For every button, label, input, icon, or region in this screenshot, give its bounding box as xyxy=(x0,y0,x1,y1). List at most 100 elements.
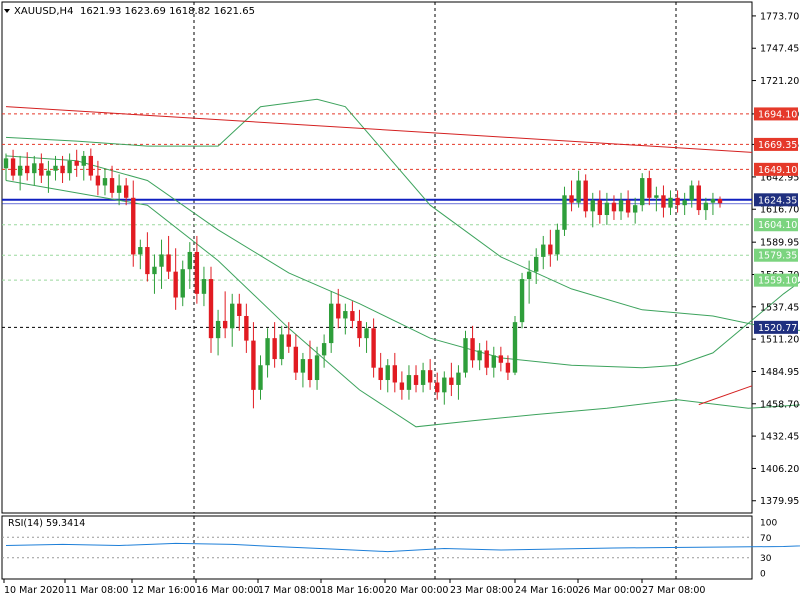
x-axis-tick-label: 12 Mar 16:00 xyxy=(132,585,195,596)
candle-body xyxy=(222,320,228,329)
y-axis-tick-label: 1458.70 xyxy=(760,399,799,410)
candle-body xyxy=(88,155,94,176)
price-pane-frame xyxy=(1,1,753,514)
candle-body xyxy=(413,375,419,385)
candle-body xyxy=(392,365,398,383)
candle-body xyxy=(484,350,489,368)
y-axis-tick-label: 1642.95 xyxy=(760,172,799,183)
rsi-axis-label: 30 xyxy=(760,554,772,564)
candle-body xyxy=(357,320,362,339)
candle-body xyxy=(159,254,164,267)
level-badge xyxy=(754,193,798,207)
level-badge-label: 1694.10 xyxy=(758,109,797,120)
candle-body xyxy=(442,377,447,393)
candle-body xyxy=(307,359,313,381)
rsi-title: RSI(14) 59.3414 xyxy=(8,518,85,529)
candle-body xyxy=(449,377,454,385)
candle-body xyxy=(696,185,701,211)
candle-body xyxy=(53,165,58,171)
y-axis-tick-label: 1589.95 xyxy=(760,238,799,249)
x-axis-tick-label: 27 Mar 08:00 xyxy=(642,585,705,596)
candle-body xyxy=(123,185,129,198)
y-axis-tick-label: 1721.20 xyxy=(760,76,799,87)
candle-body xyxy=(180,269,185,298)
candle-body xyxy=(703,202,709,211)
candle-body xyxy=(194,251,200,294)
level-badge-label: 1649.10 xyxy=(758,165,797,176)
candle-body xyxy=(406,375,412,390)
candle-body xyxy=(265,338,270,366)
candle-body xyxy=(470,338,475,361)
candle-body xyxy=(3,158,9,169)
level-badge xyxy=(754,137,798,151)
candle-body xyxy=(378,367,383,381)
candle-body xyxy=(17,165,23,176)
candle-body xyxy=(463,338,468,373)
candle-body xyxy=(272,338,277,360)
candle-body xyxy=(116,185,122,193)
candle-body xyxy=(293,346,299,373)
candle-body xyxy=(604,202,610,216)
candle-body xyxy=(371,328,376,368)
level-badge-label: 1624.35 xyxy=(758,195,797,206)
candle-body xyxy=(95,175,101,186)
level-badge-label: 1604.10 xyxy=(758,220,797,231)
candle-body xyxy=(477,350,482,361)
candle-body xyxy=(32,163,37,174)
candle-body xyxy=(668,197,673,208)
candle-body xyxy=(519,279,525,323)
y-axis-tick-label: 1484.95 xyxy=(760,367,799,378)
level-badge xyxy=(754,273,798,287)
level-badge xyxy=(754,107,798,121)
candle-body xyxy=(152,266,157,275)
candle-body xyxy=(661,195,666,208)
candle-body xyxy=(435,382,440,393)
candle-body xyxy=(10,158,16,176)
trendline-support xyxy=(698,385,753,406)
candle-body xyxy=(526,271,532,280)
candle-body xyxy=(321,343,327,356)
candle-body xyxy=(505,362,511,373)
y-axis-tick-label: 1406.20 xyxy=(760,464,799,475)
candle-body xyxy=(555,229,560,255)
candle-body xyxy=(541,244,546,257)
candle-body xyxy=(102,178,108,186)
level-badge-label: 1669.35 xyxy=(758,140,797,151)
candle-body xyxy=(590,200,595,212)
rsi-pane-frame xyxy=(1,515,753,580)
y-axis-tick-label: 1537.45 xyxy=(760,302,799,313)
candle-body xyxy=(498,355,504,363)
rsi-axis-label: 100 xyxy=(760,519,777,529)
candle-body xyxy=(427,370,433,383)
y-axis-tick-label: 1511.20 xyxy=(760,335,799,346)
x-axis-tick-label: 16 Mar 00:00 xyxy=(196,585,259,596)
rsi-axis-label: 0 xyxy=(760,570,766,580)
candle-body xyxy=(201,279,207,294)
rsi-line xyxy=(5,542,800,553)
candle-body xyxy=(491,355,496,368)
candle-body xyxy=(60,165,65,174)
candle-body xyxy=(145,247,150,275)
candle-body xyxy=(187,251,192,270)
candle-body xyxy=(138,247,143,255)
candle-body xyxy=(328,303,334,344)
candle-body xyxy=(350,311,355,321)
candle-body xyxy=(583,180,588,212)
x-axis-tick-label: 23 Mar 08:00 xyxy=(450,585,513,596)
candle-body xyxy=(215,320,221,339)
chart-menu-icon[interactable] xyxy=(4,9,10,13)
candle-body xyxy=(109,178,115,193)
candle-body xyxy=(456,372,461,385)
x-axis-tick-label: 11 Mar 08:00 xyxy=(65,585,128,596)
candle-body xyxy=(611,202,617,212)
bollinger-middle-band xyxy=(5,155,800,369)
candle-body xyxy=(46,170,51,176)
candle-body xyxy=(173,271,178,298)
candle-body xyxy=(208,279,214,339)
symbol-title: XAUUSD,H4 xyxy=(14,6,73,17)
candle-body xyxy=(385,365,390,381)
candle-body xyxy=(258,365,263,390)
x-axis-tick-label: 10 Mar 2020 xyxy=(4,585,64,596)
candle-body xyxy=(682,200,687,206)
